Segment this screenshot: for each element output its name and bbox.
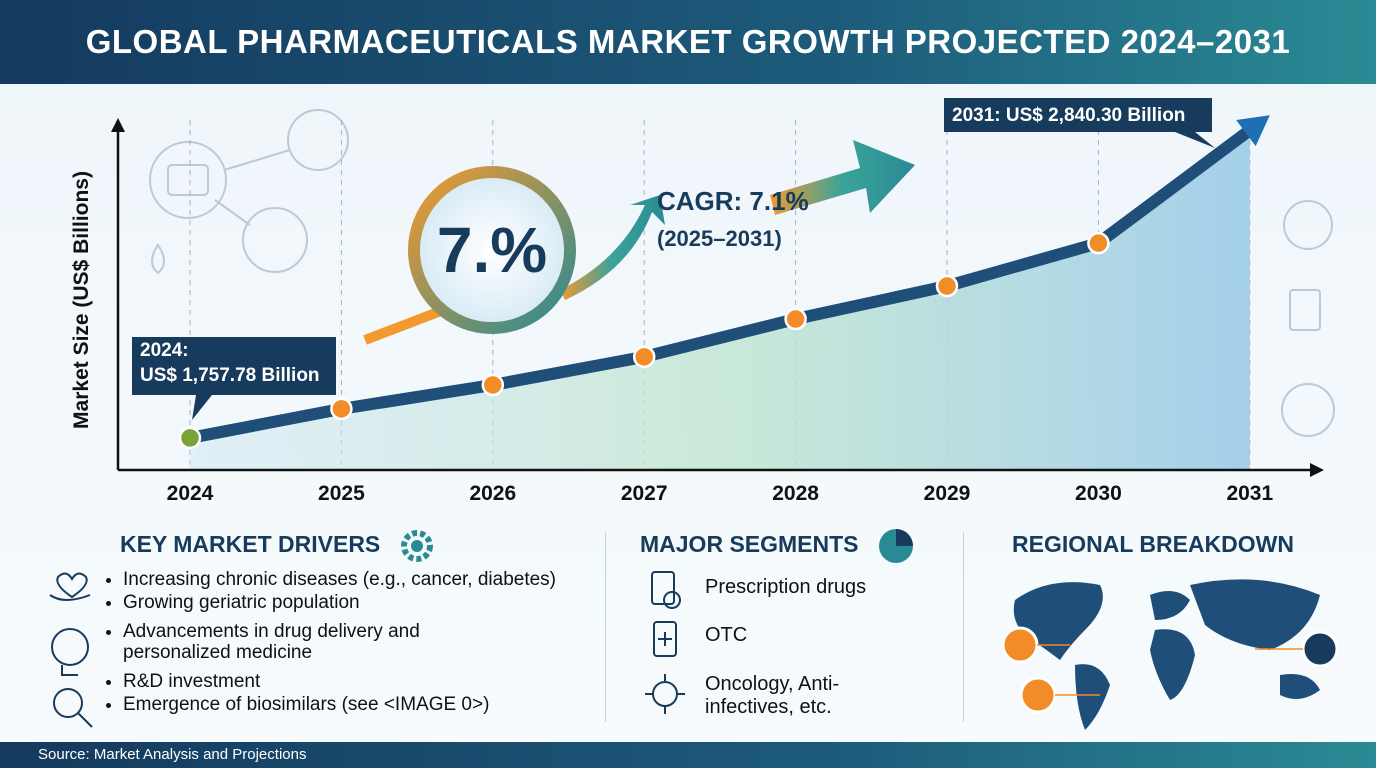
point	[481, 373, 505, 397]
point	[1087, 231, 1110, 255]
annotation: 2031: US$ 2,840.30 Billion	[952, 105, 1185, 126]
world-map	[1001, 579, 1339, 730]
x-tick-label: 2027	[621, 482, 668, 505]
segment-item: Prescription drugs	[705, 576, 867, 598]
driver-icons	[49, 572, 93, 728]
x-tick-label: 2025	[318, 482, 365, 505]
annotation: US$ 1,757.78 Billion	[140, 365, 320, 386]
x-tick-label: 2031	[1226, 482, 1273, 505]
annotation: (2025–2031)	[657, 226, 782, 251]
point	[632, 345, 656, 369]
page-title: GLOBAL PHARMACEUTICALS MARKET GROWTH PRO…	[0, 0, 1376, 84]
line-arrowhead	[1236, 115, 1270, 147]
chart: 2024 2025 2026 2027 2028 2029 2030 2031 Market …	[70, 98, 1335, 505]
driver-item: Increasing chronic diseases (e.g., cance…	[123, 569, 595, 590]
point	[784, 307, 807, 331]
driver-list: Increasing chronic diseases (e.g., cance…	[105, 569, 595, 717]
area	[190, 130, 1250, 471]
x-axis-arrow	[1310, 463, 1324, 477]
section-title: REGIONAL BREAKDOWN	[1012, 531, 1294, 557]
annotation: 2024:	[140, 340, 189, 361]
annotation: CAGR: 7.1%	[657, 186, 809, 216]
gear-icon	[401, 530, 433, 562]
driver-item: Growing geriatric population	[123, 592, 595, 613]
x-tick-label: 2030	[1075, 482, 1122, 505]
callout-box	[944, 98, 1215, 148]
pie-icon	[879, 529, 913, 563]
x-tick-label: 2029	[924, 482, 971, 505]
driver-item: R&D investment	[123, 671, 595, 692]
y-axis-label: Market Size (US$ Billions)	[70, 171, 93, 429]
divider	[963, 532, 964, 722]
x-tick-label: 2024	[167, 482, 214, 505]
section-title: MAJOR SEGMENTS	[640, 531, 859, 557]
badge-text: 7.%	[437, 214, 547, 286]
line	[188, 125, 1254, 444]
segment-item: Oncology, Anti-infectives, etc.	[705, 673, 840, 718]
callout-box	[132, 337, 336, 420]
decor-icons	[149, 109, 1335, 437]
decor-arrow	[560, 195, 665, 300]
driver-item: Emergence of biosimilars (see <IMAGE 0>)	[123, 694, 595, 715]
x-tick-label: 2028	[772, 482, 819, 505]
decor-arrow	[770, 140, 915, 215]
driver-item: Advancements in drug delivery and person…	[123, 621, 483, 663]
point	[935, 274, 959, 298]
segment-item: OTC	[705, 624, 748, 646]
section-title: KEY MARKET DRIVERS	[120, 531, 381, 557]
source-note: Source: Market Analysis and Projections	[0, 742, 1376, 768]
divider	[605, 532, 606, 722]
segment-icons	[645, 571, 685, 714]
point	[178, 426, 202, 450]
y-axis-arrow	[111, 118, 125, 132]
point	[330, 397, 353, 421]
x-tick-label: 2026	[469, 482, 516, 505]
cagr-badge	[408, 166, 576, 334]
